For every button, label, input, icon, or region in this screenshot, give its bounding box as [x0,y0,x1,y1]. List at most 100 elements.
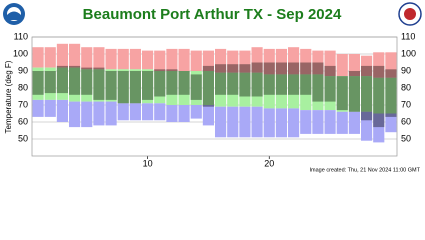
normal-band [275,74,287,109]
x-tick-label: 20 [264,158,274,168]
chart: Beaumont Port Arthur TX - Sep 2024 Tempe… [3,2,422,173]
normal-band [117,69,129,104]
record-high-band [129,48,141,70]
record-low-band [69,101,81,128]
y-tick-label: 50 [18,133,28,143]
record-high-band [178,48,190,71]
record-high-band [312,50,324,75]
record-low-band [263,108,275,138]
nws-logo [398,2,422,26]
record-high-band [202,50,214,71]
record-high-band [300,48,312,75]
observed-bar [215,64,227,95]
normal-band [166,71,178,105]
record-high-band [275,48,287,75]
observed-bar [324,65,336,102]
record-high-band [288,47,300,75]
y-tick-label: 100 [13,48,28,58]
record-low-band [56,99,68,122]
y-tick-label-right: 50 [401,133,411,143]
record-high-band [81,47,93,70]
observed-bar [336,76,348,111]
record-high-band [239,50,251,73]
observed-bar [361,65,373,121]
observed-bar [154,69,166,97]
normal-band [348,76,360,112]
record-low-band [373,113,385,143]
record-high-band [348,54,360,77]
normal-band [81,69,93,102]
record-low-band [227,106,239,138]
normal-band [324,76,336,111]
record-low-band [117,103,129,121]
record-high-band [385,52,397,78]
y-tick-label: 90 [18,65,28,75]
record-low-band [239,106,251,138]
y-tick-label: 60 [18,116,28,126]
record-high-band [215,48,227,73]
observed-bar [117,71,129,104]
record-low-band [190,105,202,119]
normal-band [69,67,81,102]
record-high-band [324,50,336,77]
y-tick-label: 80 [18,82,28,92]
record-low-band [105,101,117,126]
observed-bar [202,65,214,107]
record-high-band [166,48,178,71]
normal-band [44,67,56,100]
normal-band [202,71,214,105]
record-high-band [44,47,56,68]
record-low-band [324,110,336,134]
normal-band [105,69,117,102]
normal-band [288,74,300,109]
y-tick-label-right: 100 [401,48,416,58]
record-high-band [373,52,385,78]
normal-band [142,69,154,104]
observed-bar [373,65,385,128]
observed-bar [166,69,178,95]
record-high-band [69,43,81,68]
observed-bar [81,67,93,95]
record-high-band [154,50,166,71]
y-tick-label-right: 80 [401,82,411,92]
normal-band [361,76,373,112]
observed-bar [178,71,190,95]
normal-band [312,74,324,111]
chart-title: Beaumont Port Arthur TX - Sep 2024 [83,6,342,23]
record-low-band [81,101,93,128]
normal-band [178,71,190,105]
observed-bar [93,67,105,100]
record-high-band [117,48,129,70]
observed-bar [385,69,397,117]
record-high-band [142,50,154,70]
record-low-band [361,111,373,141]
record-low-band [251,106,263,138]
normal-band [129,69,141,104]
observed-bar [56,65,68,94]
normal-band [215,72,227,107]
record-high-band [361,55,373,77]
record-high-band [227,50,239,73]
y-tick-label: 70 [18,99,28,109]
y-tick-label-right: 90 [401,65,411,75]
normal-band [93,69,105,102]
observed-bar [142,71,154,100]
normal-band [251,72,263,107]
normal-band [227,72,239,107]
record-low-band [312,110,324,134]
observed-bar [275,62,287,95]
record-high-band [336,54,348,77]
observed-bar [263,62,275,95]
observed-bar [312,62,324,102]
normal-band [190,71,202,105]
normal-band [336,76,348,112]
record-high-band [105,48,117,70]
observed-bar [288,62,300,95]
x-tick-label: 10 [143,158,153,168]
record-low-band [202,105,214,126]
record-high-band [263,48,275,75]
record-low-band [300,110,312,134]
record-high-band [56,43,68,68]
record-low-band [215,106,227,138]
y-tick-label: 110 [14,31,28,41]
